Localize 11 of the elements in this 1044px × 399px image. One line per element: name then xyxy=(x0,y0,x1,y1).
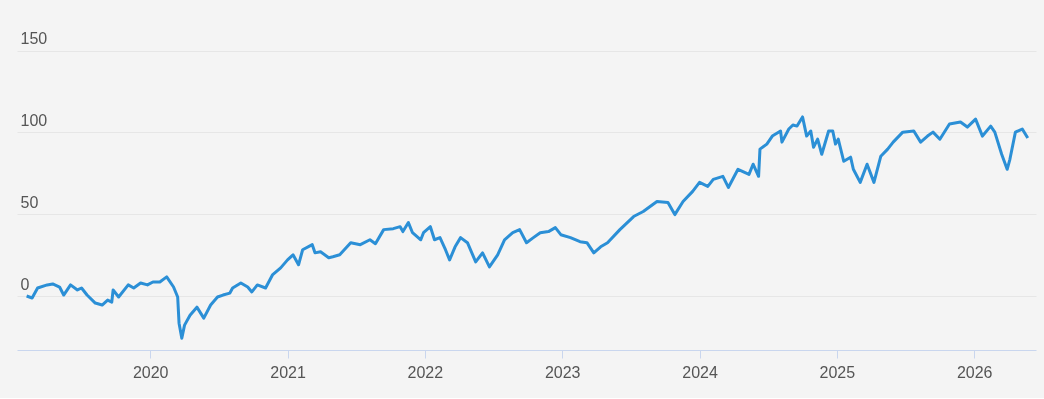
x-tick-label: 2026 xyxy=(956,363,993,381)
y-tick-label: 150 xyxy=(20,30,48,48)
x-tick-label: 2021 xyxy=(270,363,306,381)
y-tick-label: 0 xyxy=(20,275,30,293)
x-tick-label: 2020 xyxy=(132,363,169,381)
y-tick-label: 100 xyxy=(20,111,48,129)
x-tick-label: 2024 xyxy=(682,363,718,381)
y-tick-label: 50 xyxy=(20,193,39,211)
x-tick-label: 2025 xyxy=(819,363,856,381)
x-tick-label: 2022 xyxy=(407,363,444,381)
x-tick-label: 2023 xyxy=(544,363,581,381)
